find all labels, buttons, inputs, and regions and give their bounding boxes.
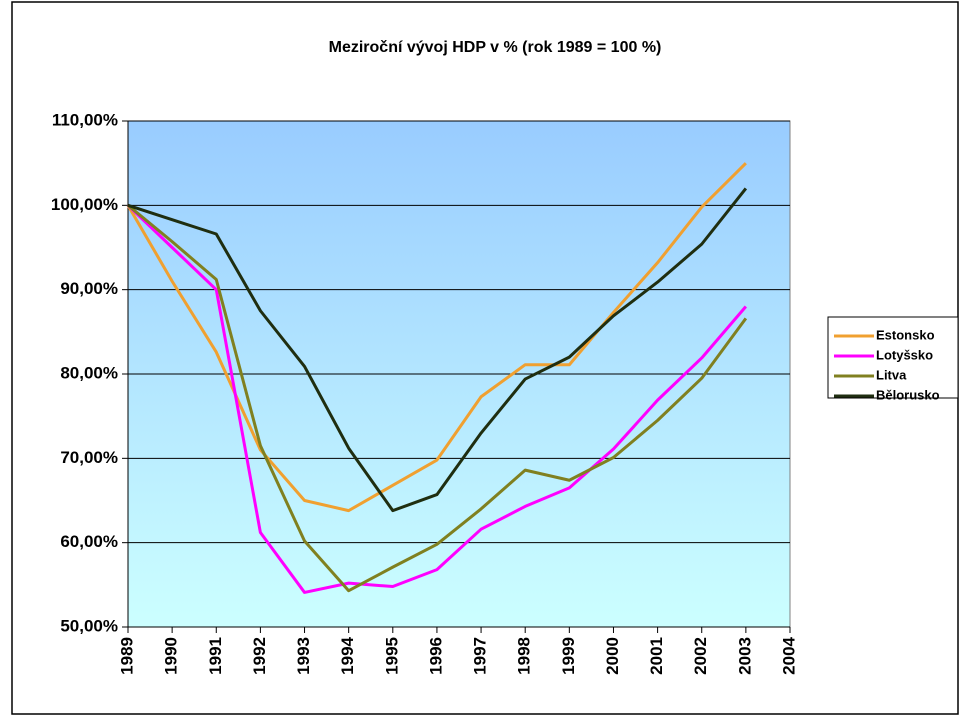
x-tick-label: 1991 xyxy=(206,637,225,675)
legend-label: Estonsko xyxy=(876,327,935,342)
x-tick-label: 1989 xyxy=(117,637,136,675)
y-tick-label: 90,00% xyxy=(60,279,118,298)
x-tick-label: 2002 xyxy=(691,637,710,675)
legend-label: Bělorusko xyxy=(876,387,940,402)
x-tick-label: 1992 xyxy=(250,637,269,675)
x-tick-label: 1998 xyxy=(515,637,534,675)
y-tick-label: 100,00% xyxy=(51,195,118,214)
x-tick-label: 2004 xyxy=(779,636,798,674)
legend-label: Lotyšsko xyxy=(876,347,933,362)
y-tick-label: 50,00% xyxy=(60,616,118,635)
x-tick-label: 1995 xyxy=(382,637,401,675)
x-tick-label: 1999 xyxy=(559,637,578,675)
x-tick-label: 1996 xyxy=(426,637,445,675)
x-tick-label: 1997 xyxy=(471,637,490,675)
series-line xyxy=(126,162,747,513)
series-line xyxy=(127,204,748,593)
y-tick-label: 70,00% xyxy=(60,448,118,467)
chart-title: Meziroční vývoj HDP v % (rok 1989 = 100 … xyxy=(329,39,662,56)
x-tick-label: 1993 xyxy=(294,637,313,675)
x-tick-label: 2003 xyxy=(735,637,754,675)
x-tick-label: 1994 xyxy=(338,636,357,674)
series-line xyxy=(126,204,748,594)
x-tick-label: 1990 xyxy=(162,637,181,675)
y-tick-label: 110,00% xyxy=(52,110,118,129)
y-tick-label: 60,00% xyxy=(60,532,118,551)
series-line xyxy=(127,187,748,513)
y-tick-label: 80,00% xyxy=(60,363,118,382)
x-tick-label: 2001 xyxy=(647,637,666,675)
x-tick-label: 2000 xyxy=(603,637,622,675)
legend-label: Litva xyxy=(876,367,907,382)
